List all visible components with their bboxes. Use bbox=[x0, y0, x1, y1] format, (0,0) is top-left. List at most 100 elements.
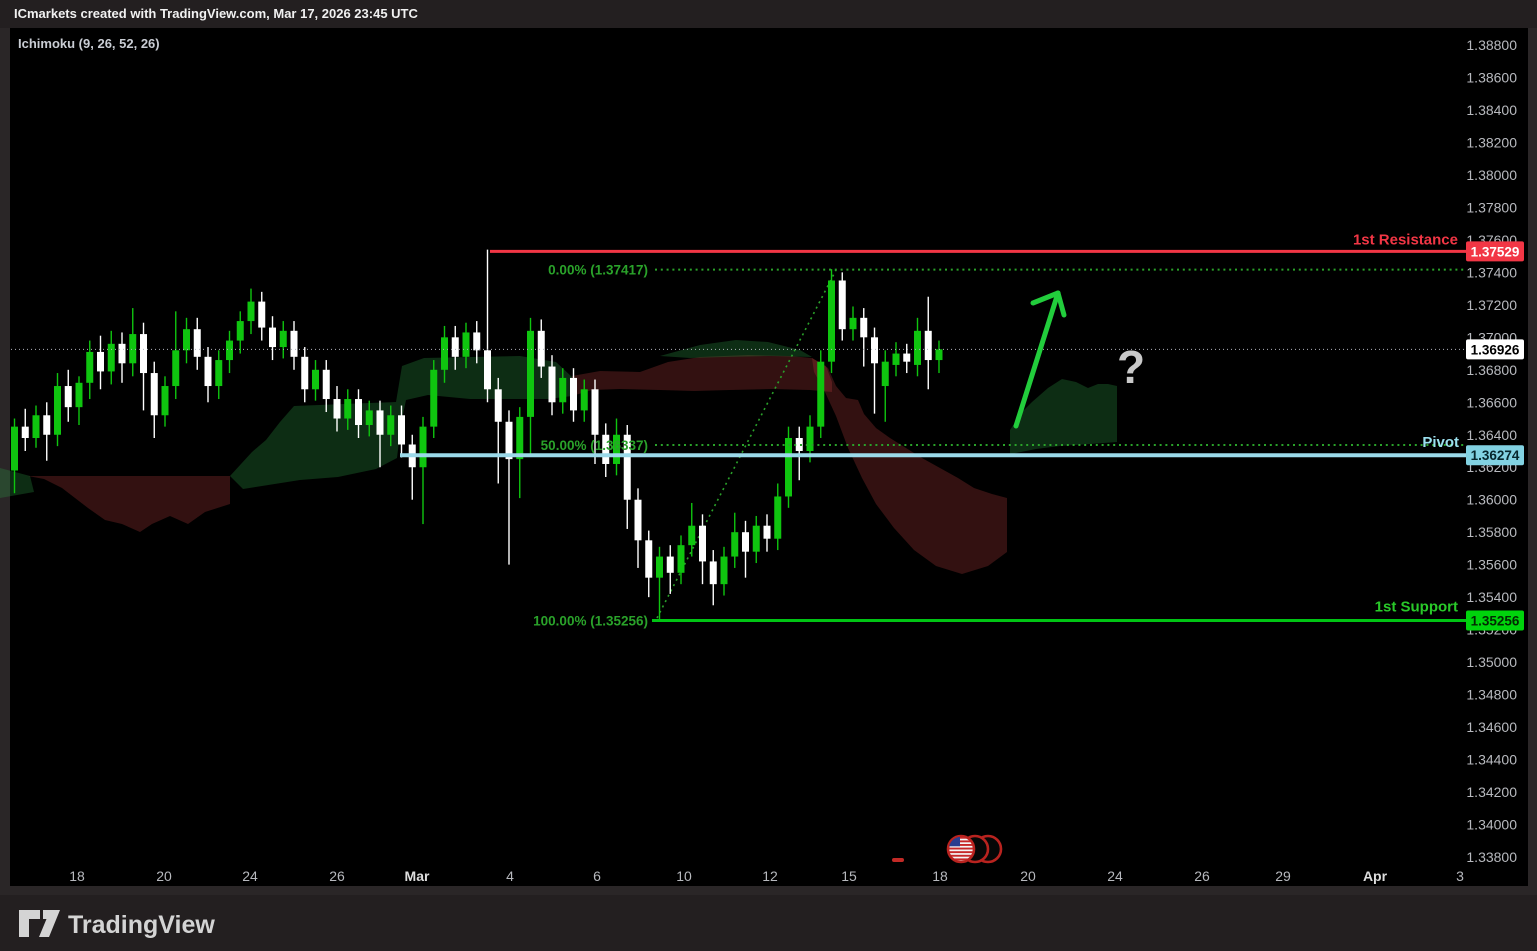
candle-body bbox=[559, 377, 567, 403]
candle-down bbox=[484, 249, 491, 403]
candle-down bbox=[924, 296, 932, 390]
price-tick-label: 1.37800 bbox=[1466, 199, 1517, 215]
last-price-value: 1.36926 bbox=[1471, 342, 1520, 357]
candle-up bbox=[419, 416, 427, 525]
candle-down bbox=[398, 405, 405, 458]
price-tick-label: 1.36800 bbox=[1466, 362, 1517, 378]
candle-down bbox=[21, 408, 29, 451]
candle-up bbox=[752, 515, 760, 564]
candle-down bbox=[591, 379, 599, 464]
candle-body bbox=[795, 438, 803, 451]
candle-body bbox=[215, 360, 223, 387]
candle-body bbox=[720, 556, 728, 585]
candle-up bbox=[430, 360, 438, 439]
candle-body bbox=[172, 350, 180, 387]
candle-body bbox=[860, 317, 868, 338]
candle-down bbox=[301, 347, 309, 403]
time-tick-label: 20 bbox=[1020, 868, 1036, 884]
candle-down bbox=[623, 425, 631, 529]
candle-down bbox=[322, 360, 330, 413]
tradingview-logo-text: TradingView bbox=[68, 911, 215, 939]
candle-up bbox=[11, 418, 18, 494]
candle-body bbox=[548, 366, 556, 403]
candle-body bbox=[731, 532, 739, 557]
candle-up bbox=[75, 376, 83, 426]
pivot-label: Pivot bbox=[1422, 434, 1459, 451]
question-mark-annotation[interactable]: ? bbox=[1117, 341, 1145, 393]
us-flag-economic-event-icon[interactable] bbox=[946, 834, 1003, 864]
candle-down bbox=[903, 343, 911, 374]
indicator-legend[interactable]: Ichimoku (9, 26, 52, 26) bbox=[18, 36, 160, 51]
candle-body bbox=[699, 525, 706, 562]
candle-body bbox=[129, 334, 137, 364]
candle-body bbox=[21, 426, 29, 439]
candle-up bbox=[441, 325, 448, 383]
fib-0-label: 0.00% (1.37417) bbox=[548, 263, 648, 278]
candle-body bbox=[892, 353, 900, 365]
price-tick-label: 1.34800 bbox=[1466, 687, 1517, 703]
price-axis[interactable]: 1.38800 1.38600 1.38400 1.38200 1.38000 1.378… bbox=[1466, 37, 1517, 865]
ichimoku-cloud-segment bbox=[812, 358, 1007, 574]
event-marker-tick bbox=[892, 858, 904, 862]
resistance-price-badge: 1.37529 bbox=[1466, 241, 1524, 262]
candle-down bbox=[258, 291, 266, 341]
candle-down bbox=[43, 402, 51, 461]
candle-up bbox=[785, 426, 792, 508]
candle-body bbox=[817, 361, 825, 427]
candle-body bbox=[75, 382, 83, 408]
resistance-label: 1st Resistance bbox=[1353, 231, 1458, 248]
flag-stripe bbox=[948, 836, 974, 839]
time-tick-label: 18 bbox=[69, 868, 85, 884]
price-tick-label: 1.36400 bbox=[1466, 427, 1517, 443]
fib-100-label: 100.00% (1.35256) bbox=[533, 614, 648, 629]
candle-up bbox=[183, 317, 190, 364]
candle-body bbox=[527, 330, 534, 417]
candle-body bbox=[398, 415, 405, 445]
candle-down bbox=[333, 386, 341, 432]
candle-up bbox=[613, 418, 620, 476]
candle-down bbox=[634, 488, 642, 568]
candle-down bbox=[193, 317, 201, 370]
ichimoku-cloud-segment bbox=[28, 476, 230, 532]
time-axis[interactable]: 18 20 24 26 Mar 4 6 10 12 15 18 20 24 26 29 Apr 3 bbox=[69, 868, 1464, 884]
price-tick-label: 1.35000 bbox=[1466, 654, 1517, 670]
tradingview-logo[interactable]: TradingView bbox=[18, 905, 338, 941]
candle-up bbox=[527, 317, 534, 456]
candle-body bbox=[183, 329, 190, 351]
candle-up bbox=[828, 269, 835, 374]
time-tick-label: 12 bbox=[762, 868, 778, 884]
candle-body bbox=[935, 349, 943, 361]
candle-down bbox=[150, 361, 158, 439]
candle-body bbox=[430, 369, 438, 427]
chart-attribution-bar: ICmarkets created with TradingView.com, … bbox=[0, 0, 1537, 28]
level-lines bbox=[11, 249, 1466, 623]
candle-body bbox=[634, 499, 642, 541]
price-tick-label: 1.38600 bbox=[1466, 69, 1517, 85]
candle-body bbox=[602, 434, 610, 464]
candle-body bbox=[419, 426, 427, 468]
candle-body bbox=[247, 301, 255, 322]
candle-body bbox=[118, 343, 126, 364]
candle-up bbox=[656, 546, 663, 620]
ichimoku-cloud-segment bbox=[572, 355, 832, 396]
candle-body bbox=[376, 410, 384, 435]
candle-body bbox=[903, 353, 911, 362]
candle-up bbox=[892, 342, 900, 377]
price-tick-label: 1.34600 bbox=[1466, 719, 1517, 735]
candle-up bbox=[462, 322, 470, 369]
candle-up bbox=[86, 340, 94, 400]
time-tick-label: 24 bbox=[242, 868, 258, 884]
price-tick-label: 1.38800 bbox=[1466, 37, 1517, 53]
chart-canvas[interactable]: 0.00% (1.37417) 50.00% (1.36337) 100.00%… bbox=[0, 28, 1537, 895]
flag-stripe bbox=[948, 844, 974, 846]
candle-down bbox=[473, 321, 481, 364]
candle-body bbox=[580, 389, 588, 411]
time-tick-label: 10 bbox=[676, 868, 692, 884]
candle-body bbox=[387, 415, 395, 435]
candle-up bbox=[580, 379, 588, 422]
up-arrow-drawing[interactable] bbox=[1013, 290, 1067, 429]
flag-stripe bbox=[948, 858, 974, 861]
price-tick-label: 1.37200 bbox=[1466, 297, 1517, 313]
candle-body bbox=[86, 351, 94, 383]
price-tick-label: 1.33800 bbox=[1466, 849, 1517, 865]
